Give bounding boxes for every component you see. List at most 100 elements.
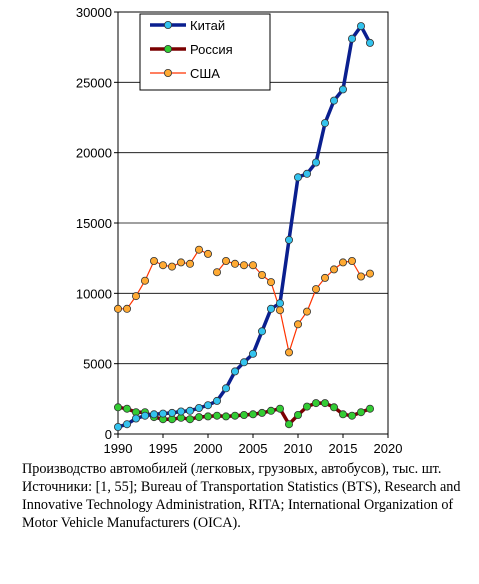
data-point: [221, 412, 230, 421]
y-tick-label: 15000: [76, 216, 112, 231]
data-point: [114, 304, 123, 313]
data-point: [293, 410, 302, 419]
x-tick-label: 2005: [239, 441, 268, 456]
data-point: [293, 173, 302, 182]
data-point: [347, 256, 356, 265]
data-point: [284, 420, 293, 429]
legend-label: Россия: [190, 42, 233, 57]
data-point: [123, 420, 132, 429]
data-point: [131, 414, 140, 423]
data-point: [167, 262, 176, 271]
data-point: [140, 276, 149, 285]
data-point: [185, 406, 194, 415]
data-point: [257, 270, 266, 279]
data-point: [239, 410, 248, 419]
series-layer: [114, 22, 374, 431]
data-point: [347, 411, 356, 420]
x-tick-label: 2010: [284, 441, 313, 456]
data-point: [149, 256, 158, 265]
data-point: [203, 412, 212, 421]
y-tick-label: 10000: [76, 286, 112, 301]
data-point: [302, 402, 311, 411]
data-point: [311, 158, 320, 167]
data-point: [221, 256, 230, 265]
legend-swatch-marker: [163, 69, 172, 78]
legend-label: США: [190, 66, 220, 81]
data-point: [203, 401, 212, 410]
data-point: [194, 245, 203, 254]
data-point: [248, 349, 257, 358]
data-point: [338, 410, 347, 419]
data-point: [320, 119, 329, 128]
data-point: [230, 259, 239, 268]
data-point: [338, 85, 347, 94]
data-point: [302, 169, 311, 178]
data-point: [114, 403, 123, 412]
data-point: [329, 403, 338, 412]
x-tick-label: 2020: [374, 441, 403, 456]
data-point: [365, 269, 374, 278]
y-tick-label: 20000: [76, 146, 112, 161]
data-point: [356, 408, 365, 417]
data-point: [221, 384, 230, 393]
data-point: [194, 403, 203, 412]
data-point: [149, 410, 158, 419]
data-point: [131, 292, 140, 301]
data-point: [248, 261, 257, 270]
data-point: [158, 409, 167, 418]
data-point: [114, 422, 123, 431]
data-point: [311, 285, 320, 294]
data-point: [266, 278, 275, 287]
data-point: [257, 327, 266, 336]
y-tick-label: 0: [105, 427, 112, 442]
y-tick-label: 5000: [83, 357, 112, 372]
data-point: [194, 413, 203, 422]
data-point: [320, 399, 329, 408]
data-point: [275, 306, 284, 315]
data-point: [365, 38, 374, 47]
data-point: [230, 367, 239, 376]
data-point: [284, 348, 293, 357]
data-point: [347, 34, 356, 43]
data-point: [248, 410, 257, 419]
data-point: [266, 406, 275, 415]
data-point: [123, 404, 132, 413]
data-point: [212, 396, 221, 405]
production-chart: 0 5000 10000 15000 20000 25000 30000 1990 1995 2…: [76, 5, 403, 456]
data-point: [185, 415, 194, 424]
data-point: [365, 404, 374, 413]
legend-label: Китай: [190, 18, 225, 33]
data-point: [158, 261, 167, 270]
x-tick-label: 1990: [104, 441, 133, 456]
legend-swatch-marker: [163, 45, 172, 54]
series-1: [114, 399, 374, 429]
series-2: [114, 245, 374, 357]
x-tick-label: 2000: [194, 441, 223, 456]
data-point: [167, 408, 176, 417]
data-point: [329, 96, 338, 105]
x-tick-label: 1995: [149, 441, 178, 456]
data-point: [356, 272, 365, 281]
data-point: [185, 259, 194, 268]
y-axis: 0 5000 10000 15000 20000 25000 30000: [76, 5, 118, 442]
data-point: [266, 304, 275, 313]
data-point: [311, 399, 320, 408]
series-0: [114, 22, 374, 431]
data-point: [302, 307, 311, 316]
y-tick-label: 30000: [76, 5, 112, 20]
data-point: [176, 407, 185, 416]
data-point: [329, 265, 338, 274]
data-point: [239, 261, 248, 270]
data-point: [293, 320, 302, 329]
data-point: [212, 268, 221, 277]
data-point: [275, 299, 284, 308]
data-point: [320, 273, 329, 282]
data-point: [239, 358, 248, 367]
legend: Китай Россия США: [139, 13, 271, 91]
data-point: [284, 235, 293, 244]
data-point: [257, 408, 266, 417]
data-point: [230, 411, 239, 420]
x-axis: 1990 1995 2000 2005 2010 2015 2020: [104, 434, 403, 456]
legend-swatch-marker: [163, 20, 172, 29]
data-point: [176, 258, 185, 267]
